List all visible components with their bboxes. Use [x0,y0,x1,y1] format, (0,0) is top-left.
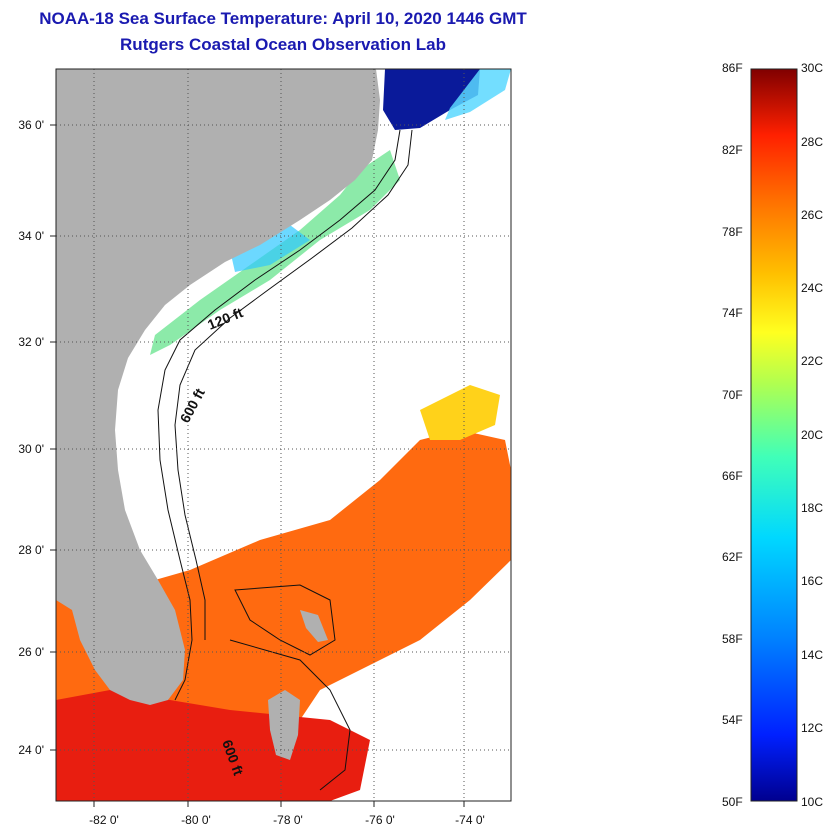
lon-label: -76 0' [365,813,395,827]
colorbar-c-label: 22C [801,354,824,368]
bathymetry-contours [157,129,413,791]
lon-label: -78 0' [273,813,303,827]
colorbar-f-label: 66F [722,469,743,483]
lon-label: -74 0' [455,813,485,827]
colorbar-f-label: 70F [722,388,743,402]
colorbar-f-label: 82F [722,143,743,157]
island-andros [268,690,300,760]
colorbar-f-label: 74F [722,306,743,320]
colorbar-c-label: 10C [801,795,824,809]
colorbar-c-label: 16C [801,574,824,588]
colorbar-f-label: 86F [722,61,743,75]
axis-ticks [50,124,465,807]
colorbar-f-label: 58F [722,632,743,646]
sst-shelf-cyan [230,225,310,272]
colorbar-f-label: 62F [722,550,743,564]
lat-label: 34 0' [18,229,44,243]
lat-label: 30 0' [18,442,44,456]
map-title: NOAA-18 Sea Surface Temperature: April 1… [39,9,527,28]
colorbar-c-label: 30C [801,61,824,75]
lat-label: 24 0' [18,743,44,757]
colorbar-f-label: 78F [722,225,743,239]
island-abaco [300,610,328,642]
lat-label: 26 0' [18,645,44,659]
colorbar-f-label: 50F [722,795,743,809]
colorbar-c-label: 26C [801,208,824,222]
colorbar-c-label: 24C [801,281,824,295]
colorbar [750,68,798,802]
lat-label: 32 0' [18,335,44,349]
colorbar-c-label: 20C [801,428,824,442]
sst-cool-band [445,69,511,120]
lat-label: 28 0' [18,543,44,557]
colorbar-c-label: 18C [801,501,824,515]
lat-label: 36 0' [18,118,44,132]
land-mass [56,69,380,705]
colorbar-c-label: 14C [801,648,824,662]
colorbar-f-label: 54F [722,713,743,727]
lon-label: -82 0' [89,813,119,827]
sst-yellow-region [420,385,500,440]
sst-cold-region [383,69,480,130]
colorbar-c-label: 12C [801,721,824,735]
colorbar-c-label: 28C [801,135,824,149]
map-subtitle: Rutgers Coastal Ocean Observation Lab [120,35,446,54]
map-frame [55,68,512,802]
lon-label: -80 0' [181,813,211,827]
